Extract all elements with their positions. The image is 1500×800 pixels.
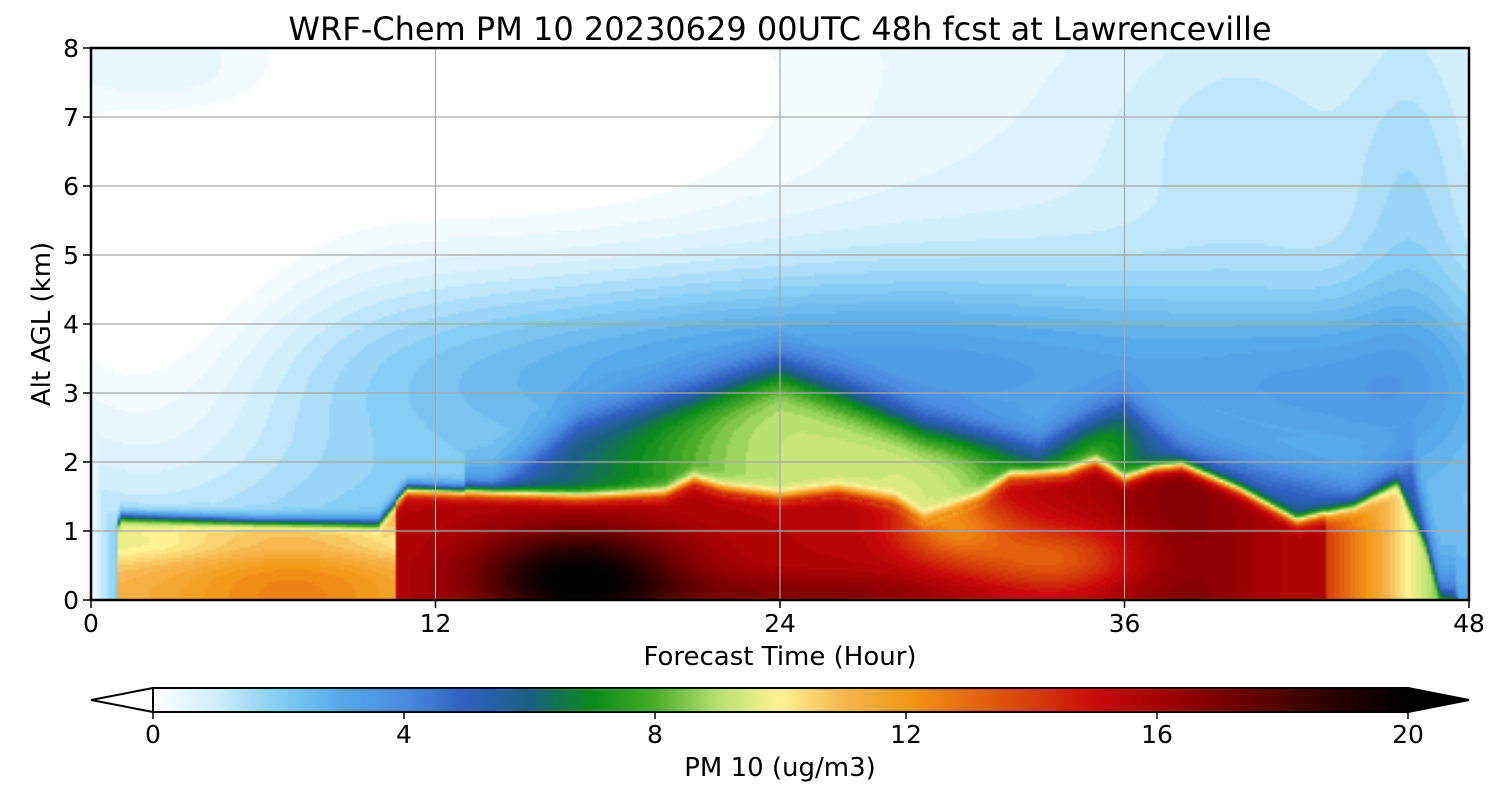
y-tick-label: 6 <box>63 172 79 201</box>
y-tick-label: 3 <box>63 379 79 408</box>
x-tick-label: 0 <box>83 609 99 638</box>
y-tick-label: 8 <box>63 34 79 63</box>
x-tick-label: 12 <box>420 609 452 638</box>
y-tick-label: 0 <box>63 586 79 615</box>
chart-title: WRF-Chem PM 10 20230629 00UTC 48h fcst a… <box>288 10 1271 48</box>
colorbar-ticks: 0 4 8 12 16 20 <box>145 712 1424 749</box>
colorbar-extend-min <box>90 686 154 714</box>
y-tick-label: 1 <box>63 517 79 546</box>
colorbar-tick-label: 12 <box>890 720 922 749</box>
grid-lines <box>91 48 1469 600</box>
y-tick-label: 5 <box>63 241 79 270</box>
colorbar-extend-max <box>1407 686 1470 714</box>
x-axis-label: Forecast Time (Hour) <box>643 642 916 672</box>
colorbar-tick-label: 8 <box>647 720 663 749</box>
x-tick-label: 48 <box>1453 609 1485 638</box>
colorbar-body <box>153 688 1408 712</box>
colorbar-tick-label: 20 <box>1392 720 1424 749</box>
colorbar-tick-label: 4 <box>396 720 412 749</box>
y-tick-label: 2 <box>63 448 79 477</box>
colorbar-tick-label: 0 <box>145 720 161 749</box>
x-tick-label: 24 <box>764 609 796 638</box>
x-axis-ticks: 0 12 24 36 48 <box>83 600 1485 638</box>
colorbar: 0 4 8 12 16 20 PM 10 (ug/m3) <box>90 686 1470 783</box>
colorbar-label: PM 10 (ug/m3) <box>684 753 876 783</box>
colorbar-frame <box>152 687 1409 713</box>
colorbar-tick-label: 16 <box>1141 720 1173 749</box>
x-tick-label: 36 <box>1109 609 1141 638</box>
y-axis-ticks: 0 1 2 3 4 5 6 7 8 <box>63 34 91 615</box>
y-axis-label: Alt AGL (km) <box>27 242 57 406</box>
y-tick-label: 4 <box>63 310 79 339</box>
y-tick-label: 7 <box>63 103 79 132</box>
